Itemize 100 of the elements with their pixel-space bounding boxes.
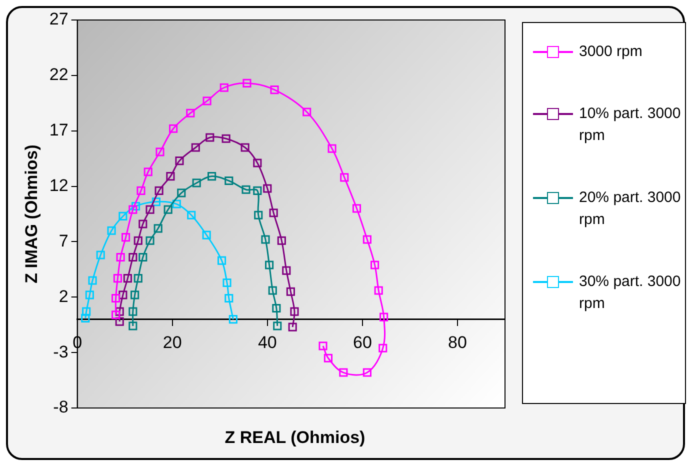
point xyxy=(192,178,201,188)
point xyxy=(378,344,388,352)
point xyxy=(269,208,278,218)
point xyxy=(112,294,120,303)
point xyxy=(380,312,388,322)
y-tick-label: 12 xyxy=(49,176,68,195)
point xyxy=(123,274,132,283)
point xyxy=(220,83,228,92)
point xyxy=(288,322,297,332)
point xyxy=(134,236,142,245)
point xyxy=(175,156,184,166)
point xyxy=(88,276,97,285)
point xyxy=(228,315,238,324)
point xyxy=(261,235,270,244)
point xyxy=(208,172,216,181)
point xyxy=(118,290,128,300)
point xyxy=(282,266,291,275)
y-axis-title: Z IMAG (Ohmios) xyxy=(22,144,41,284)
point xyxy=(362,368,372,377)
point xyxy=(113,274,122,283)
point xyxy=(352,204,362,213)
point xyxy=(177,188,186,198)
point xyxy=(318,342,328,350)
y-tick-label: 22 xyxy=(49,65,68,84)
point xyxy=(206,133,214,142)
point xyxy=(115,317,124,326)
point xyxy=(272,304,281,313)
point xyxy=(136,186,146,196)
point xyxy=(224,176,234,186)
legend-label: 20% part. 3000 rpm xyxy=(579,188,681,230)
point xyxy=(134,274,142,283)
x-tick-label: 80 xyxy=(448,333,467,352)
point xyxy=(128,322,138,330)
point xyxy=(146,205,154,214)
point xyxy=(82,307,91,316)
x-axis-title: Z REAL (Ohmios) xyxy=(224,428,366,448)
point xyxy=(202,230,211,240)
point xyxy=(273,322,282,330)
point xyxy=(156,148,164,156)
point xyxy=(121,232,130,242)
point xyxy=(242,185,250,194)
point xyxy=(290,307,299,316)
point xyxy=(138,220,148,228)
point xyxy=(324,354,333,362)
point xyxy=(146,236,154,245)
point xyxy=(263,184,272,193)
y-tick-label: 2 xyxy=(58,286,68,306)
point xyxy=(115,307,124,316)
x-tick-label: 40 xyxy=(258,333,277,352)
point xyxy=(152,198,160,206)
point xyxy=(187,210,196,220)
point xyxy=(85,290,94,300)
y-tick-label: -8 xyxy=(53,398,68,417)
point xyxy=(96,250,105,260)
point xyxy=(154,186,164,196)
point xyxy=(242,78,252,88)
point xyxy=(222,134,230,143)
point xyxy=(253,186,262,196)
y-tick-label: -3 xyxy=(53,342,68,362)
point xyxy=(116,252,125,262)
point xyxy=(164,205,172,214)
legend-label: 30% part. 3000 rpm xyxy=(579,272,681,314)
point xyxy=(131,202,140,211)
point xyxy=(302,108,312,116)
point xyxy=(154,224,162,233)
y-tick-label: 17 xyxy=(49,120,68,140)
point xyxy=(144,168,152,176)
point xyxy=(202,96,212,106)
point xyxy=(339,368,348,377)
point xyxy=(268,286,277,295)
point xyxy=(112,310,120,320)
point xyxy=(118,212,128,221)
point xyxy=(138,252,148,262)
point xyxy=(217,256,226,265)
legend-label: 3000 rpm xyxy=(579,42,642,62)
point xyxy=(240,143,250,152)
legend-label: 10% part. 3000 rpm xyxy=(579,104,681,146)
point xyxy=(277,236,286,245)
point xyxy=(328,144,336,153)
point xyxy=(166,172,175,181)
point xyxy=(265,260,274,270)
point xyxy=(374,286,383,295)
point xyxy=(128,252,138,262)
y-tick-label: 7 xyxy=(58,231,68,250)
point xyxy=(172,200,181,208)
point xyxy=(222,278,232,288)
point xyxy=(128,205,138,214)
point xyxy=(370,260,380,270)
point xyxy=(362,235,372,244)
point xyxy=(130,290,140,300)
point xyxy=(254,210,263,220)
point xyxy=(169,124,178,133)
point xyxy=(128,307,138,316)
point xyxy=(81,314,90,322)
point xyxy=(191,143,200,152)
point xyxy=(340,173,349,182)
point xyxy=(224,294,234,303)
x-tick-label: 60 xyxy=(352,333,372,352)
point xyxy=(107,226,116,235)
point xyxy=(286,287,295,296)
